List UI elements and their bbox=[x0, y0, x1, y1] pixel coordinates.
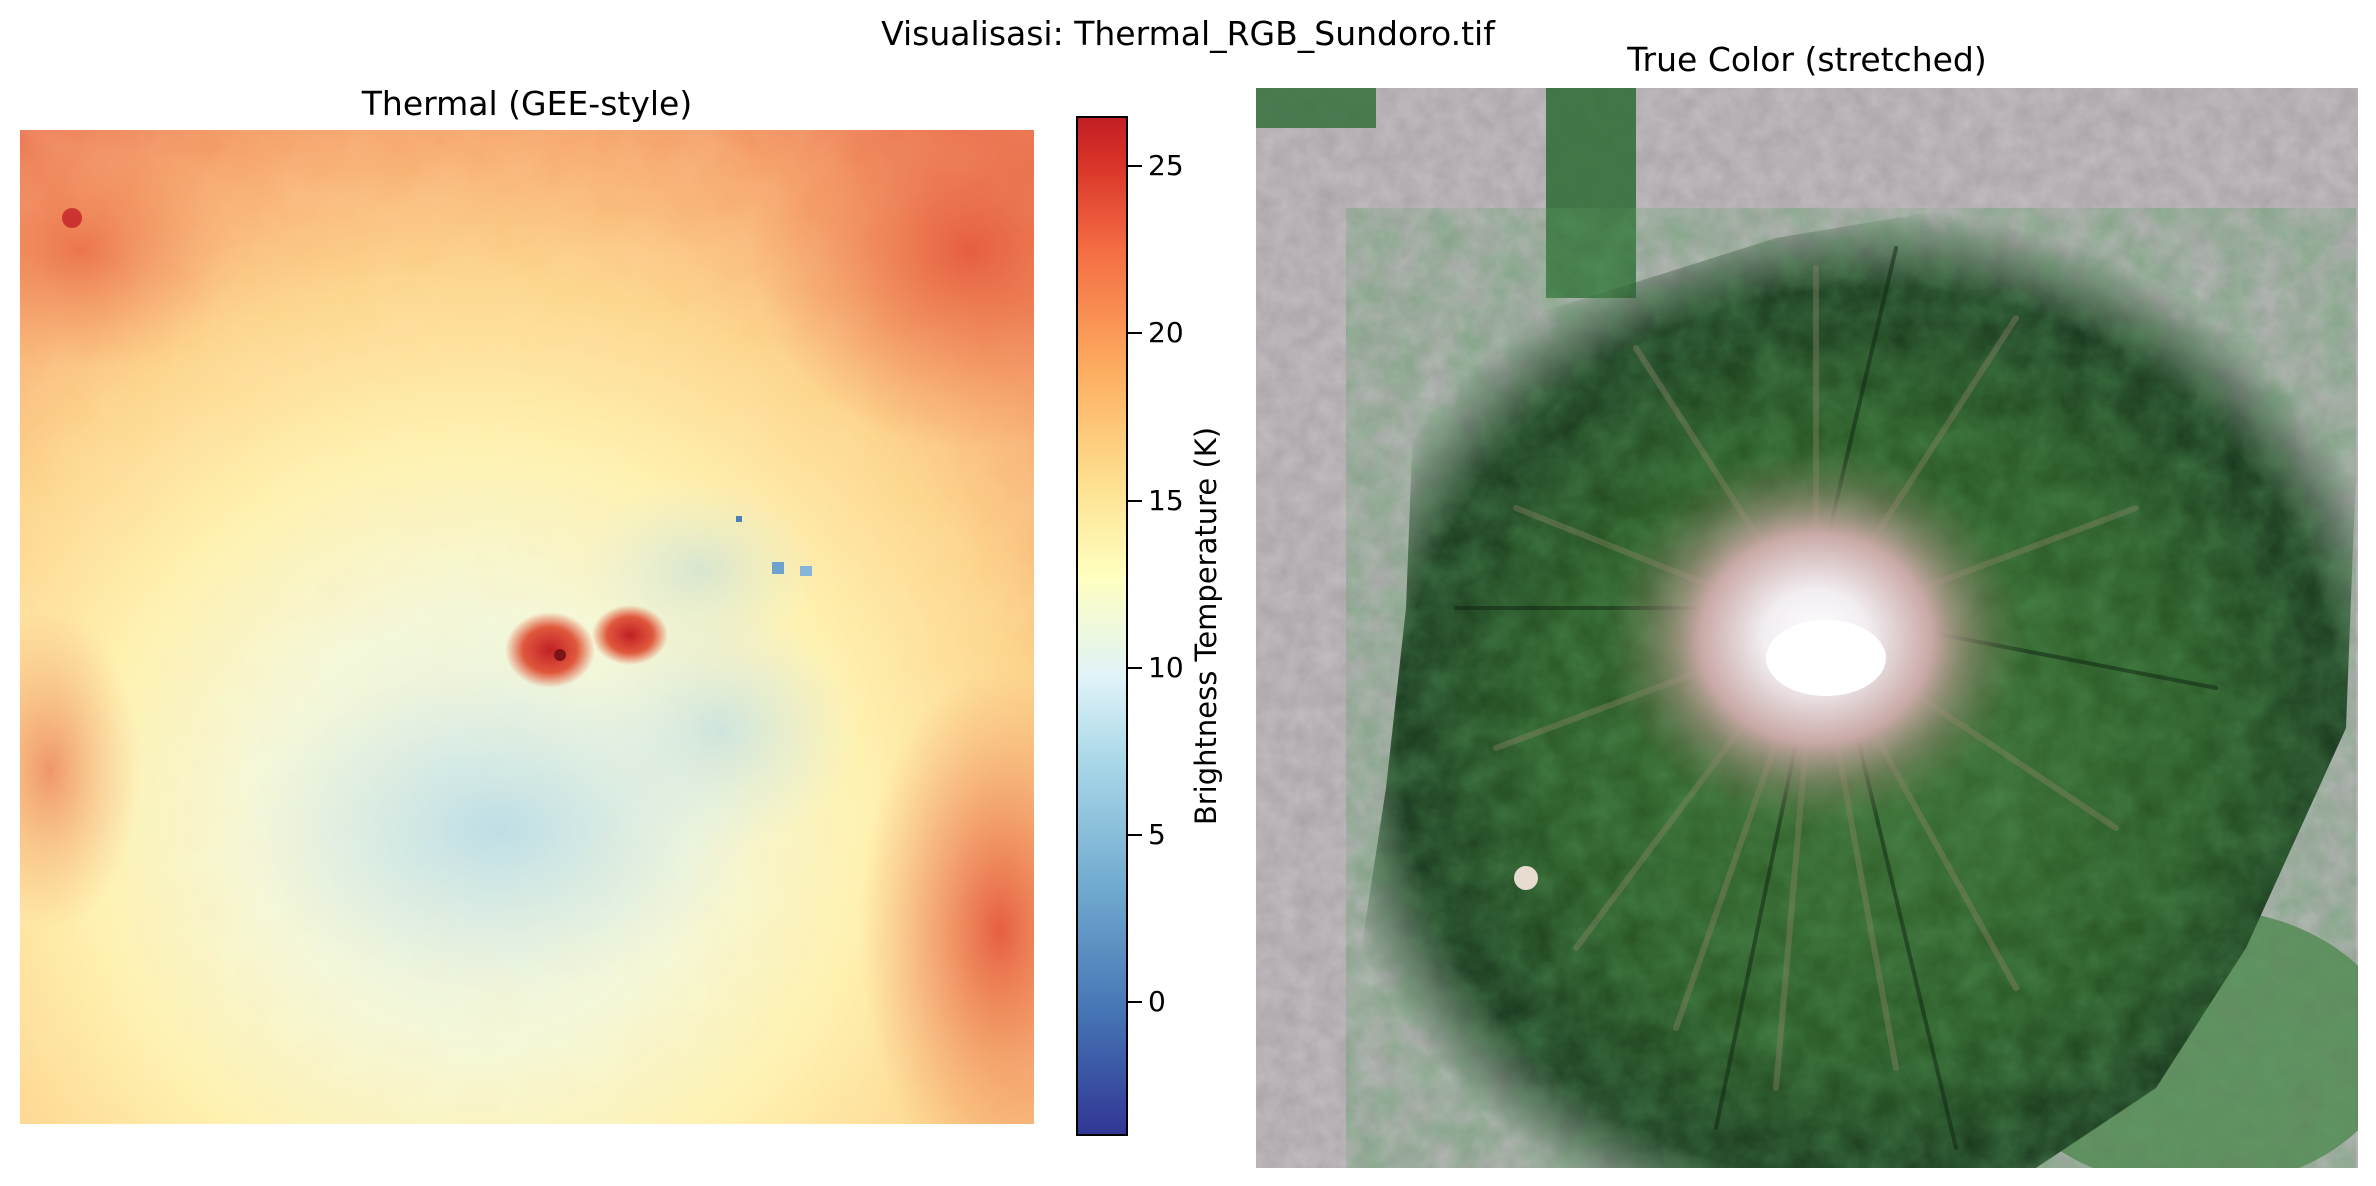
thermal-image bbox=[20, 130, 1034, 1124]
colorbar-tick-mark bbox=[1128, 1001, 1142, 1004]
rgb-panel-title: True Color (stretched) bbox=[1627, 40, 1987, 79]
colorbar-tick-label: 5 bbox=[1148, 818, 1166, 852]
colorbar-tick-label: 15 bbox=[1148, 483, 1184, 517]
colorbar-tick-mark bbox=[1128, 666, 1142, 669]
true-color-image bbox=[1256, 88, 2358, 1168]
colorbar-tick-label: 25 bbox=[1148, 149, 1184, 183]
colorbar-label: Brightness Temperature (K) bbox=[1189, 426, 1223, 826]
colorbar-tick-mark bbox=[1128, 834, 1142, 837]
colorbar-tick-mark bbox=[1128, 499, 1142, 502]
colorbar-tick-mark bbox=[1128, 165, 1142, 168]
colorbar-tick-label: 0 bbox=[1148, 985, 1166, 1019]
colorbar-gradient bbox=[1078, 118, 1126, 1134]
colorbar-tick-label: 20 bbox=[1148, 316, 1184, 350]
colorbar-tick-mark bbox=[1128, 332, 1142, 335]
colorbar-tick-label: 10 bbox=[1148, 650, 1184, 684]
thermal-panel-title: Thermal (GEE-style) bbox=[361, 84, 693, 123]
colorbar bbox=[1076, 116, 1128, 1136]
figure-title: Visualisasi: Thermal_RGB_Sundoro.tif bbox=[881, 14, 1495, 53]
